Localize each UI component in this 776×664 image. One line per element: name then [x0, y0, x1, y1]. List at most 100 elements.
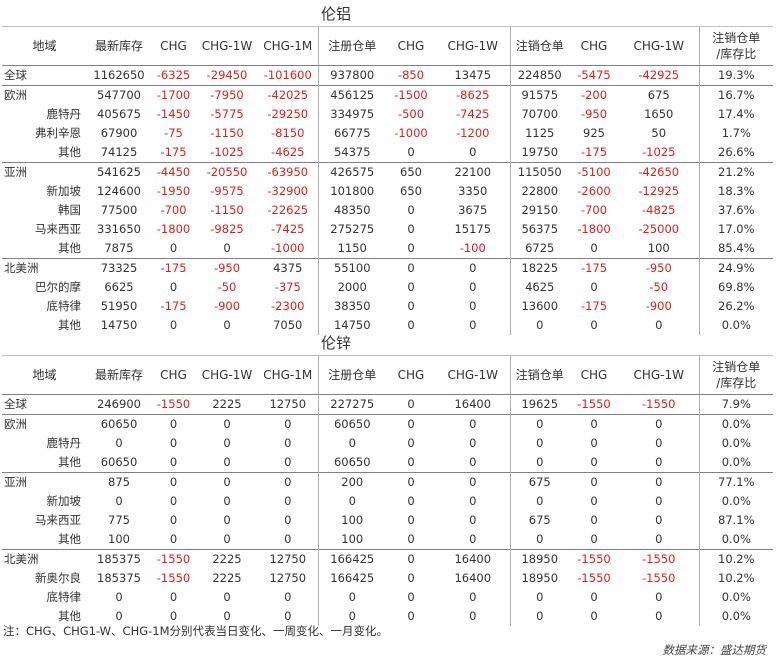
value-cell: 38350: [317, 297, 386, 316]
location-row: 弗利辛恩 67900 -75 -1150 -8150 66775 -1000 -1200 112…: [2, 124, 774, 143]
value-cell: 4375: [258, 258, 318, 278]
value-cell: -63950: [258, 162, 318, 182]
location-row: 新奥尔良 185375 -1550 2225 12750 166425 0 16400 1895…: [2, 569, 774, 588]
value-cell: -2600: [577, 184, 611, 198]
column-header: CHG-1W: [196, 26, 258, 66]
value-cell: 15175: [454, 222, 492, 236]
value-cell: 0: [509, 453, 569, 473]
value-cell: 0: [655, 318, 663, 332]
column-header: 最新库存: [87, 26, 151, 66]
value-cell: 0: [619, 472, 699, 492]
column-header: CHG: [569, 355, 619, 395]
value-cell: 0: [407, 609, 415, 623]
value-cell: 0: [407, 222, 415, 236]
value-cell: 0: [407, 397, 415, 411]
value-cell: 0: [223, 436, 231, 450]
value-cell: 0: [169, 455, 178, 469]
region-cell: 全球: [4, 397, 27, 411]
value-cell: 100: [108, 532, 130, 546]
value-cell: 166425: [317, 549, 386, 569]
region-cell: 巴尔的摩: [35, 280, 81, 294]
column-header: CHG-1M: [258, 355, 318, 395]
value-cell: 19750: [509, 143, 569, 163]
value-cell: 12750: [258, 549, 318, 569]
value-cell: 426575: [317, 162, 386, 182]
column-header: 注销仓单 /库存比: [698, 26, 774, 66]
value-cell: -175: [580, 145, 608, 159]
value-cell: 60650: [87, 414, 151, 434]
value-cell: 0: [223, 241, 231, 255]
value-cell: 18950: [509, 569, 569, 588]
value-cell: 17.4%: [698, 105, 774, 124]
value-cell: -1550: [156, 397, 191, 411]
region-cell: 欧洲: [2, 414, 87, 434]
region-cell: 韩国: [58, 203, 81, 217]
column-header: CHG-1W: [436, 355, 510, 395]
value-cell: 77500: [100, 203, 138, 217]
value-cell: 0: [407, 203, 415, 217]
value-cell: 100: [317, 511, 386, 530]
value-cell: 74125: [100, 145, 138, 159]
location-row: 其他 7875 0 0 -1000 1150 0 -100 6725 0 100 85.4%: [2, 239, 774, 259]
value-cell: -1200: [456, 126, 490, 140]
value-cell: 0: [317, 607, 386, 626]
value-cell: 24.9%: [698, 258, 774, 278]
value-cell: 0: [655, 436, 663, 450]
value-cell: -6325: [156, 68, 191, 82]
value-cell: -1550: [569, 549, 619, 569]
column-header: 注册仓单: [317, 26, 386, 66]
value-cell: -1000: [271, 241, 305, 255]
value-cell: -5100: [569, 162, 619, 182]
value-cell: 0: [469, 145, 477, 159]
value-cell: 0: [169, 532, 178, 546]
header-row: 地域 最新库存 CHG CHG-1W CHG-1M 注册仓单 CHG CHG-1W 注销仓单 CH…: [2, 355, 774, 395]
region-cell: 鹿特丹: [46, 107, 82, 121]
value-cell: -8150: [271, 126, 305, 140]
value-cell: 0: [469, 609, 477, 623]
value-cell: 0: [509, 588, 569, 607]
value-cell: 0: [590, 318, 598, 332]
value-cell: 0: [169, 241, 178, 255]
location-row: 新加坡 124600 -1950 -9575 -32900 101800 650 3350 22…: [2, 182, 774, 201]
location-row: 其他 100 0 0 0 100 0 0 0 0 0 0.0%: [2, 530, 774, 550]
value-cell: -1550: [642, 397, 676, 411]
value-cell: -12925: [638, 184, 680, 198]
region-cell: 其他: [58, 532, 81, 546]
region-cell: 其他: [58, 455, 81, 469]
value-cell: -22625: [267, 203, 309, 217]
value-cell: 51950: [100, 299, 138, 313]
column-header: 注销仓单: [509, 26, 569, 66]
value-cell: 22100: [436, 162, 510, 182]
value-cell: -29450: [206, 68, 248, 82]
value-cell: 541625: [87, 162, 151, 182]
value-cell: 0.0%: [698, 434, 774, 453]
value-cell: -950: [580, 107, 608, 121]
value-cell: -175: [151, 258, 196, 278]
region-cell: 弗利辛恩: [35, 126, 81, 140]
location-row: 鹿特丹 405675 -1450 -5775 -29250 334975 -500 -7425…: [2, 105, 774, 124]
value-cell: 0: [569, 414, 619, 434]
region-cell: 其他: [58, 241, 81, 255]
value-cell: 0: [115, 436, 123, 450]
value-cell: 0: [655, 455, 663, 469]
value-cell: 29150: [509, 201, 569, 220]
value-cell: 7.9%: [698, 394, 774, 415]
value-cell: 0: [407, 513, 415, 527]
column-header: 地域: [2, 355, 87, 395]
value-cell: 16.7%: [698, 85, 774, 105]
value-cell: 3350: [458, 184, 488, 198]
value-cell: -8625: [436, 85, 510, 105]
value-cell: 3675: [458, 203, 488, 217]
value-cell: 0: [655, 513, 663, 527]
value-cell: 77.1%: [698, 472, 774, 492]
value-cell: -1025: [210, 145, 244, 159]
value-cell: 0.0%: [698, 492, 774, 511]
value-cell: -4625: [271, 145, 305, 159]
column-header: CHG: [151, 26, 196, 66]
value-cell: -100: [459, 241, 486, 255]
value-cell: 0.0%: [698, 588, 774, 607]
value-cell: -4450: [151, 162, 196, 182]
value-cell: 56375: [509, 220, 569, 239]
value-cell: 875: [87, 472, 151, 492]
value-cell: 0: [258, 414, 318, 434]
